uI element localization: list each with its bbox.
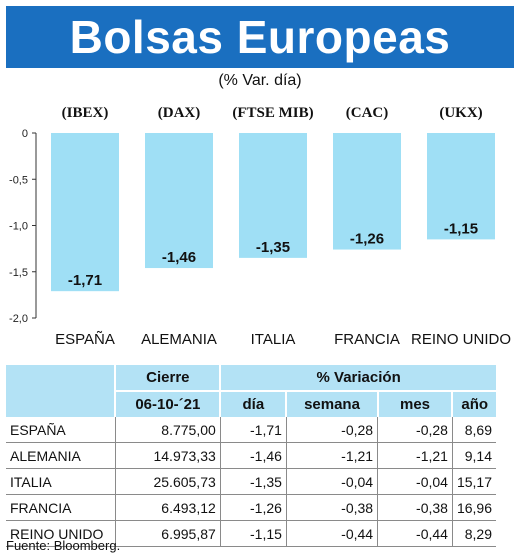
table-cell-ano: 8,29 <box>451 520 496 547</box>
table-cell-country: FRANCIA <box>6 494 116 521</box>
table-row: ITALIA 25.605,73 -1,35 -0,04 -0,04 15,17 <box>6 468 496 495</box>
table-subheader-ano: año <box>451 390 496 417</box>
index-label: (DAX) <box>158 105 201 121</box>
table-cell-dia: -1,46 <box>219 442 287 469</box>
table-cell-cierre: 8.775,00 <box>114 417 221 443</box>
index-label: (FTSE MIB) <box>232 105 313 121</box>
table-cell-cierre: 25.605,73 <box>114 468 221 495</box>
table-subheader-semana: semana <box>285 390 378 417</box>
table-cell-mes: -1,21 <box>377 442 453 469</box>
table-row: ALEMANIA 14.973,33 -1,46 -1,21 -1,21 9,14 <box>6 442 496 469</box>
table-cell-country: ITALIA <box>6 468 116 495</box>
bar <box>51 133 119 292</box>
table-cell-country: REINO UNIDO <box>6 520 116 547</box>
y-tick-label: -2,0 <box>9 313 28 325</box>
table-cell-cierre: 14.973,33 <box>114 442 221 469</box>
data-label: -1,35 <box>256 239 290 256</box>
table-cell-ano: 16,96 <box>451 494 496 521</box>
table-cell-semana: -0,44 <box>285 520 378 547</box>
data-label: -1,71 <box>68 272 102 289</box>
bar <box>333 133 401 250</box>
index-label: (CAC) <box>346 105 389 121</box>
table-subheader-mes: mes <box>376 390 453 417</box>
table-header-blank <box>6 365 116 391</box>
category-label: REINO UNIDO <box>411 331 511 348</box>
table-cell-semana: -0,04 <box>285 468 378 495</box>
y-tick-label: -0,5 <box>9 174 28 186</box>
table-subheader-dia: día <box>219 390 287 417</box>
data-label: -1,15 <box>444 220 478 237</box>
category-label: ALEMANIA <box>141 331 217 348</box>
table-cell-mes: -0,04 <box>377 468 453 495</box>
y-tick-label: -1,0 <box>9 221 28 233</box>
data-label: -1,46 <box>162 249 196 266</box>
index-label: (IBEX) <box>62 105 109 121</box>
table-cell-ano: 15,17 <box>451 468 496 495</box>
table-cell-dia: -1,26 <box>219 494 287 521</box>
table-subheader-blank <box>6 391 116 417</box>
source-note: Fuente: Bloomberg. <box>6 538 121 553</box>
category-label: FRANCIA <box>334 331 400 348</box>
table-group-header-row: Cierre % Variación <box>6 365 496 391</box>
table-row: ESPAÑA 8.775,00 -1,71 -0,28 -0,28 8,69 <box>6 417 496 443</box>
bar <box>427 133 495 240</box>
table-cell-mes: -0,38 <box>377 494 453 521</box>
bar <box>145 133 213 269</box>
table-cell-semana: -0,38 <box>285 494 378 521</box>
category-label: ITALIA <box>251 331 296 348</box>
table-cell-country: ALEMANIA <box>6 442 116 469</box>
table-cell-mes: -0,44 <box>377 520 453 547</box>
index-label: (UKX) <box>439 105 482 121</box>
chart-subtitle: (% Var. día) <box>218 72 302 89</box>
table-cell-dia: -1,71 <box>219 417 287 443</box>
table-cell-dia: -1,35 <box>219 468 287 495</box>
title-banner: Bolsas Europeas <box>6 6 514 68</box>
y-tick-label: -1,5 <box>9 267 28 279</box>
table-sub-header-row: 06-10-´21 día semana mes año <box>6 390 496 417</box>
table-cell-semana: -1,21 <box>285 442 378 469</box>
table-row: REINO UNIDO 6.995,87 -1,15 -0,44 -0,44 8,29 <box>6 520 496 547</box>
table-header-variacion: % Variación <box>219 365 496 391</box>
data-label: -1,26 <box>350 231 384 248</box>
table-cell-semana: -0,28 <box>285 417 378 443</box>
table-subheader-date: 06-10-´21 <box>114 390 221 417</box>
table-cell-mes: -0,28 <box>377 417 453 443</box>
table-cell-dia: -1,15 <box>219 520 287 547</box>
table-row: FRANCIA 6.493,12 -1,26 -0,38 -0,38 16,96 <box>6 494 496 521</box>
table-cell-cierre: 6.995,87 <box>114 520 221 547</box>
bar <box>239 133 307 258</box>
table-cell-country: ESPAÑA <box>6 417 116 443</box>
page-title: Bolsas Europeas <box>69 11 451 63</box>
category-label: ESPAÑA <box>55 331 115 348</box>
table-header-cierre: Cierre <box>114 365 221 391</box>
y-tick-label: 0 <box>22 128 28 140</box>
table-cell-ano: 8,69 <box>451 417 496 443</box>
table-cell-ano: 9,14 <box>451 442 496 469</box>
bar-chart: 0 -0,5 -1,0 -1,5 -2,0 (IBEX) -1,71 ESPAÑA (DAX) -… <box>9 105 511 348</box>
stock-table: Cierre % Variación 06-10-´21 día semana … <box>6 365 496 547</box>
table-cell-cierre: 6.493,12 <box>114 494 221 521</box>
